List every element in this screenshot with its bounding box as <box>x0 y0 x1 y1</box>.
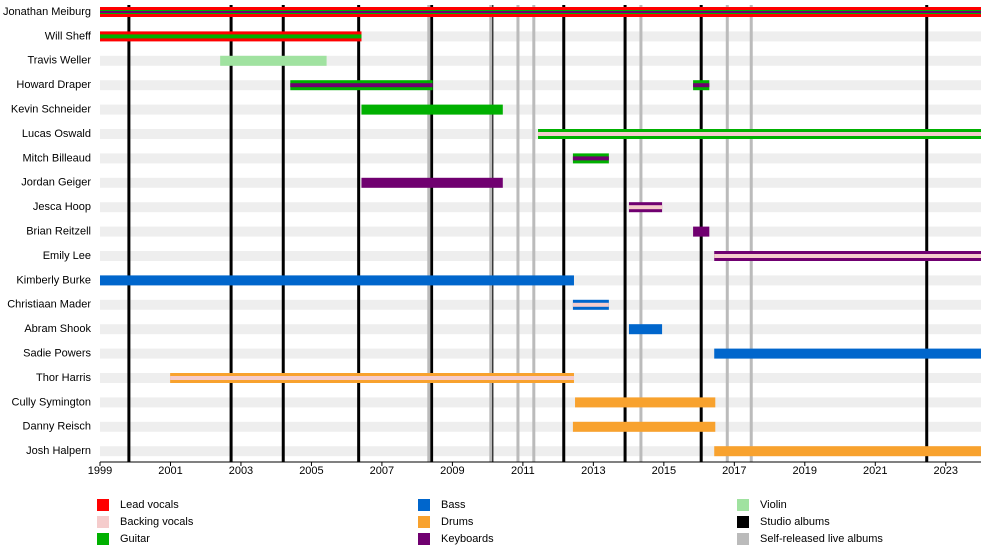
role-bar <box>693 83 710 88</box>
legend-label: Bass <box>441 499 466 511</box>
legend-swatch <box>418 516 430 528</box>
row-background <box>100 226 981 237</box>
role-bar <box>361 104 503 115</box>
legend-swatch <box>418 499 430 511</box>
legend-label: Keyboards <box>441 533 494 545</box>
member-name: Sadie Powers <box>23 348 91 360</box>
role-bar <box>714 446 981 457</box>
role-bar <box>628 324 663 335</box>
x-tick-label: 2015 <box>652 465 676 477</box>
legend-label: Violin <box>760 499 787 511</box>
row-background <box>100 55 981 66</box>
x-tick-label: 2007 <box>370 465 394 477</box>
row-background <box>100 324 981 335</box>
legend-label: Lead vocals <box>120 499 179 511</box>
row-background <box>100 251 981 261</box>
member-name: Lucas Oswald <box>22 128 91 140</box>
row-background <box>100 299 981 310</box>
role-bar <box>100 11 981 13</box>
x-tick-label: 2019 <box>793 465 817 477</box>
row-background <box>100 104 981 115</box>
x-tick-label: 2011 <box>511 465 535 477</box>
member-name: Kimberly Burke <box>16 274 91 286</box>
member-bars: Jonathan Meiburg Will Sheff Travis Weller H… <box>3 6 981 457</box>
legend-swatch <box>97 499 109 511</box>
legend-label: Studio albums <box>760 516 830 528</box>
x-tick-label: 2005 <box>299 465 323 477</box>
row-background <box>100 421 981 432</box>
legend-swatch <box>97 533 109 545</box>
row-background <box>100 202 981 213</box>
member-name: Emily Lee <box>43 250 91 262</box>
legend-swatch <box>418 533 430 545</box>
legend-label: Self-released live albums <box>760 533 883 545</box>
row-background <box>100 348 981 359</box>
legend-swatch <box>737 499 749 511</box>
row-background <box>100 153 981 164</box>
member-name: Jesca Hoop <box>33 201 91 213</box>
role-bar <box>572 302 609 307</box>
x-tick-label: 2017 <box>722 465 746 477</box>
x-tick-label: 2003 <box>229 465 253 477</box>
x-axis: 1999 2001 2003 2005 2007 2009 2011 2013 2015 2017… <box>88 461 981 477</box>
role-bar <box>628 205 663 210</box>
row-background <box>100 31 981 42</box>
x-tick-label: 1999 <box>88 465 112 477</box>
x-tick-label: 2013 <box>581 465 605 477</box>
role-bar <box>100 34 362 39</box>
role-bar <box>714 348 981 359</box>
x-tick-label: 2021 <box>863 465 887 477</box>
role-bar <box>361 177 503 188</box>
member-name: Mitch Billeaud <box>23 152 91 164</box>
role-bar <box>575 397 716 408</box>
role-bar <box>290 83 433 88</box>
member-name: Thor Harris <box>36 372 92 384</box>
legend-label: Backing vocals <box>120 516 194 528</box>
member-name: Brian Reitzell <box>26 226 91 238</box>
member-name: Will Sheff <box>45 30 92 42</box>
legend-label: Drums <box>441 516 474 528</box>
legend-swatch <box>97 516 109 528</box>
row-background <box>100 397 981 408</box>
role-bar <box>100 275 574 286</box>
x-tick-label: 2001 <box>158 465 182 477</box>
role-bar <box>220 55 327 66</box>
x-tick-label: 2023 <box>934 465 958 477</box>
role-bar <box>572 156 609 161</box>
album-lines <box>127 5 929 462</box>
legend-swatch <box>737 533 749 545</box>
role-bar <box>170 376 574 380</box>
x-tick-label: 2009 <box>440 465 464 477</box>
row-background <box>100 446 981 457</box>
member-name: Danny Reisch <box>23 421 91 433</box>
member-name: Kevin Schneider <box>11 104 91 116</box>
role-bar <box>693 226 710 237</box>
member-name: Abram Shook <box>24 323 91 335</box>
role-bar <box>714 254 981 258</box>
role-bar <box>538 132 981 136</box>
member-name: Howard Draper <box>16 79 91 91</box>
member-name: Jordan Geiger <box>21 177 91 189</box>
member-name: Travis Weller <box>27 55 91 67</box>
member-name: Christiaan Mader <box>7 299 91 311</box>
member-name: Cully Symington <box>12 396 91 408</box>
row-background <box>100 80 981 91</box>
legend-swatch <box>737 516 749 528</box>
legend-label: Guitar <box>120 533 150 545</box>
member-name: Jonathan Meiburg <box>3 6 91 18</box>
row-background <box>100 177 981 188</box>
legend: Lead vocals Backing vocals Guitar Bass Drums… <box>97 499 883 545</box>
role-bar <box>572 421 716 432</box>
member-name: Josh Halpern <box>26 445 91 457</box>
